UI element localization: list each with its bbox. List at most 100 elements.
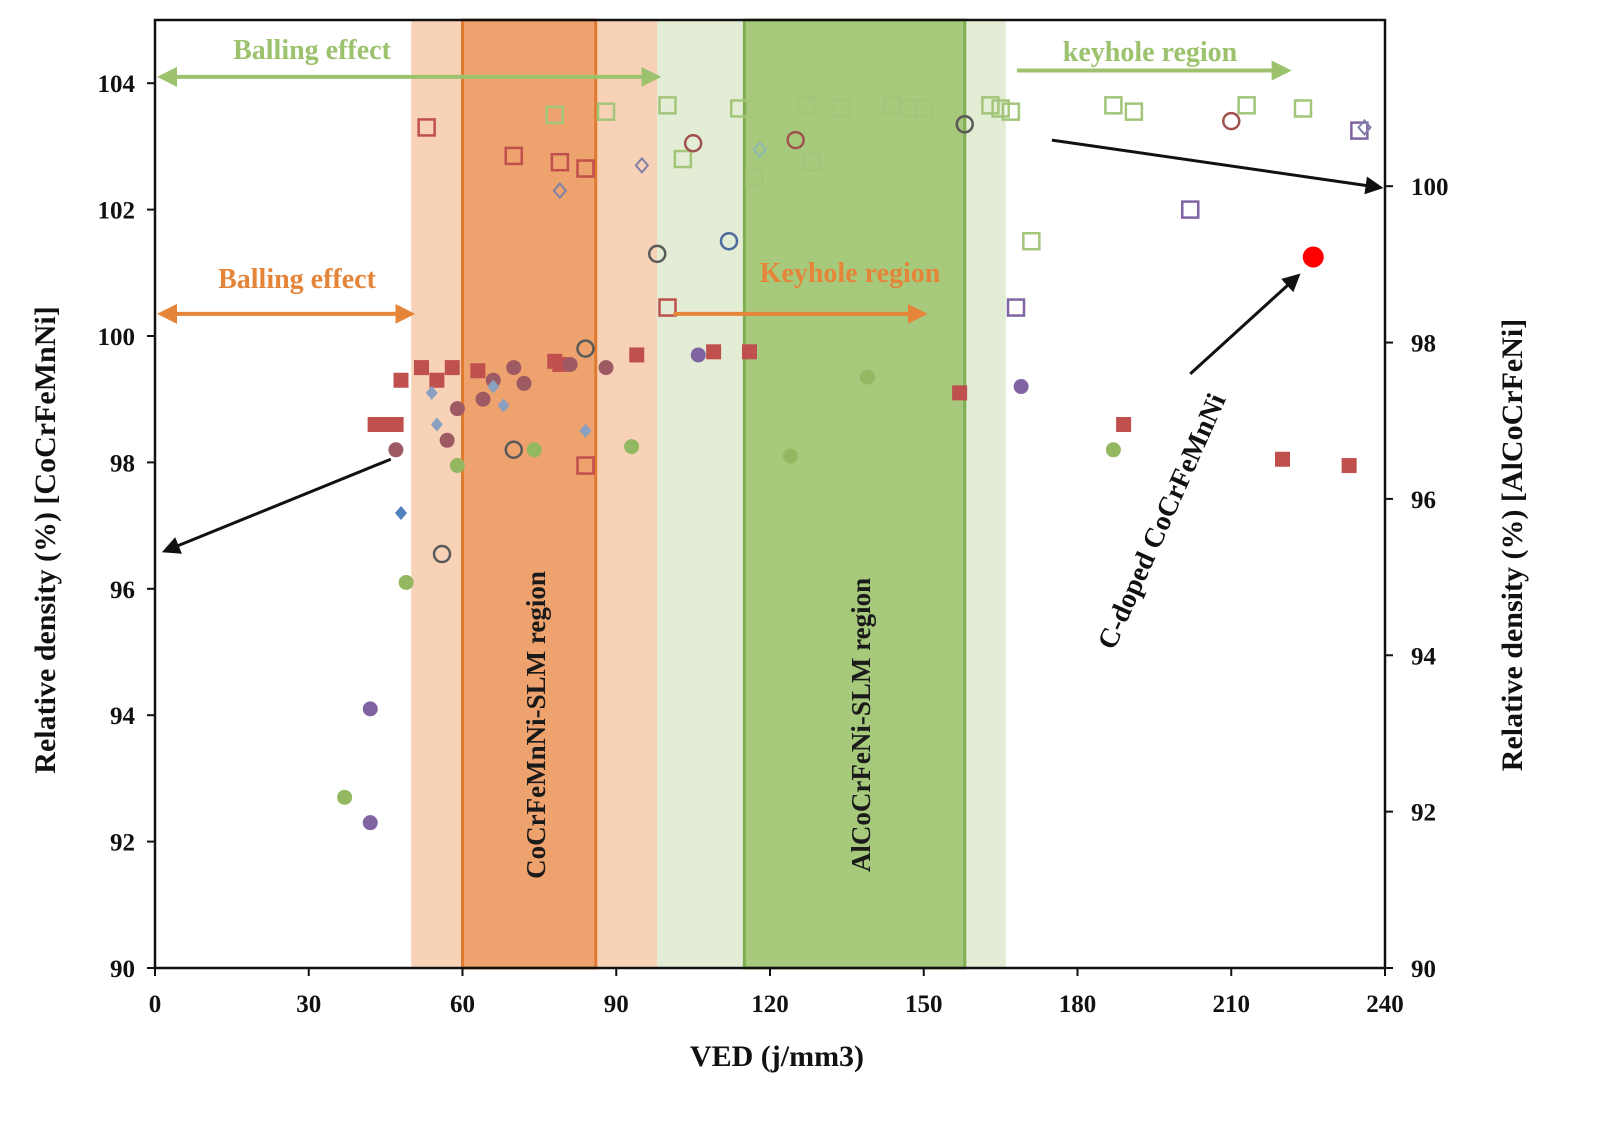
keyhole-region-orange-label: Keyhole region — [760, 258, 941, 289]
y-tick-label-1: 92 — [110, 830, 135, 857]
balling-effect-green-label: Balling effect — [233, 35, 392, 66]
data-point-4-4 — [624, 439, 640, 455]
data-point-4-0 — [337, 789, 353, 805]
data-point-4-3 — [526, 442, 542, 458]
shaded-regions — [411, 18, 1006, 970]
data-point-11-2 — [1222, 111, 1241, 131]
data-point-12-2 — [576, 339, 595, 358]
data-point-2-8 — [598, 360, 614, 376]
data-point-0-3 — [444, 360, 460, 376]
y2-tick-label-2: 94 — [1411, 643, 1437, 670]
x-tick-label-2: 60 — [450, 991, 475, 1018]
data-point-3-2 — [690, 347, 706, 363]
y-axis-title: Relative density (%) [CoCrFeMnNi] — [29, 306, 62, 773]
data-point-14-1 — [634, 156, 650, 174]
data-point-9-5 — [658, 298, 677, 317]
data-point-1-0 — [367, 416, 404, 432]
left-axis-pointer — [161, 457, 392, 554]
data-point-4-1 — [398, 574, 414, 590]
data-point-4-5 — [783, 448, 798, 464]
data-point-8-17 — [1124, 102, 1144, 121]
data-point-8-5 — [745, 168, 764, 188]
y2-axis-ticks: 90 92 94 96 98 100 — [1385, 174, 1449, 983]
data-point-0-4 — [470, 363, 486, 379]
region-label-cocrfemnni: CoCrFeMnNi-SLM region — [521, 571, 551, 879]
data-point-3-0 — [362, 701, 378, 717]
x-tick-label-4: 120 — [751, 991, 789, 1018]
data-points — [337, 96, 1372, 831]
data-point-12-3 — [648, 244, 667, 264]
data-point-3-3 — [1013, 379, 1029, 395]
data-point-2-1 — [439, 432, 455, 448]
data-point-14-2 — [1357, 118, 1372, 136]
data-point-0-12 — [1275, 451, 1290, 467]
y-tick-label-4: 98 — [110, 450, 135, 477]
data-point-12-0 — [432, 544, 452, 564]
region-label-alcocrfeni: AlCoCrFeNi-SLM region — [846, 578, 876, 872]
data-point-0-13 — [1341, 458, 1357, 474]
data-point-6-2 — [487, 379, 500, 394]
data-point-6-0 — [425, 385, 438, 400]
data-point-0-2 — [429, 372, 445, 388]
y-tick-label-2: 94 — [110, 703, 136, 730]
annotation-arrows — [157, 60, 1384, 554]
data-point-12-4 — [955, 115, 974, 134]
data-point-0-7 — [629, 347, 645, 363]
data-point-8-13 — [991, 99, 1010, 118]
data-point-0-0 — [393, 372, 409, 388]
data-point-0-9 — [742, 344, 757, 360]
right-axis-pointer — [1051, 138, 1384, 195]
data-point-8-4 — [730, 99, 749, 118]
x-tick-label-8: 240 — [1366, 991, 1404, 1018]
data-point-6-4 — [579, 423, 592, 438]
data-point-7-0 — [1302, 246, 1324, 268]
data-point-8-7 — [801, 152, 821, 172]
data-point-9-3 — [576, 159, 595, 178]
x-axis-ticks: 0 30 60 90 120 150 180 210 240 — [149, 968, 1404, 1018]
y2-tick-label-4: 98 — [1411, 331, 1436, 358]
data-point-4-2 — [449, 458, 465, 474]
x-tick-label-1: 30 — [296, 991, 321, 1018]
data-point-9-1 — [504, 146, 523, 166]
data-point-15-0 — [752, 141, 768, 159]
data-point-11-0 — [683, 133, 703, 153]
y2-tick-label-5: 100 — [1411, 174, 1449, 201]
data-point-0-8 — [706, 344, 722, 360]
x-tick-label-6: 180 — [1059, 991, 1097, 1018]
data-point-8-11 — [914, 99, 933, 118]
y-tick-label-3: 96 — [110, 577, 135, 604]
balling-effect-orange-label: Balling effect — [218, 264, 377, 295]
data-point-8-8 — [832, 99, 851, 118]
data-point-8-2 — [658, 96, 677, 115]
region-band-3 — [742, 18, 967, 970]
data-point-13-0 — [719, 231, 739, 251]
data-point-9-2 — [550, 152, 570, 172]
y2-tick-label-0: 90 — [1411, 956, 1436, 983]
x-tick-label-3: 90 — [604, 991, 629, 1018]
data-point-8-1 — [596, 102, 616, 121]
y-tick-label-7: 104 — [98, 71, 136, 98]
x-axis-title: VED (j/mm3) — [690, 1040, 864, 1073]
data-point-8-19 — [1293, 99, 1313, 118]
data-point-8-0 — [545, 105, 564, 125]
x-tick-label-7: 210 — [1213, 991, 1251, 1018]
data-point-8-15 — [1022, 231, 1041, 251]
data-point-8-18 — [1237, 96, 1256, 115]
x-tick-label-0: 0 — [149, 991, 162, 1018]
c-doped-pointer — [1189, 273, 1301, 376]
keyhole-region-green-label: keyhole region — [1063, 37, 1238, 68]
data-point-2-2 — [449, 401, 465, 417]
data-point-8-6 — [796, 96, 816, 115]
data-point-9-0 — [417, 118, 436, 137]
data-point-0-1 — [414, 360, 429, 376]
data-point-6-1 — [430, 417, 443, 432]
data-point-11-1 — [786, 130, 805, 150]
data-point-0-11 — [1116, 416, 1132, 432]
y2-tick-label-1: 92 — [1411, 800, 1436, 827]
data-point-0-6 — [552, 356, 568, 372]
data-point-5-0 — [395, 505, 407, 520]
data-point-12-1 — [504, 440, 523, 460]
c-doped-label: C-doped CoCrFeMnNi — [1092, 389, 1233, 654]
data-point-8-14 — [1001, 102, 1021, 121]
